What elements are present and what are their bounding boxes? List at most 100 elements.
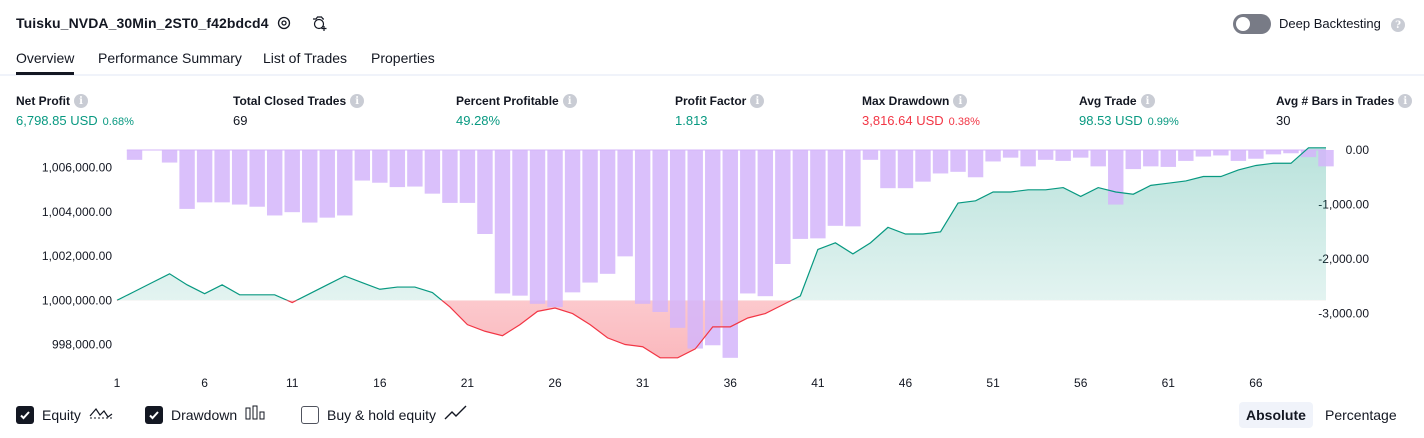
drawdown-bar	[669, 150, 686, 328]
drawdown-bar	[1265, 150, 1282, 155]
equity-line-profit	[116, 147, 1326, 301]
x-tick-label: 6	[201, 376, 208, 390]
drawdown-bar	[266, 150, 283, 216]
drawdown-checkbox[interactable]	[145, 405, 163, 424]
drawdown-bar	[915, 150, 931, 182]
metric-profit-factor: Profit Factor i 1.813	[675, 94, 765, 128]
drawdown-bar	[1055, 150, 1071, 161]
absolute-button[interactable]: Absolute	[1239, 402, 1313, 428]
metric-value: 1.813	[675, 113, 708, 128]
drawdown-bar	[196, 150, 213, 203]
camera-plus-icon[interactable]	[310, 14, 328, 32]
info-icon[interactable]: i	[74, 94, 88, 108]
drawdown-bar	[459, 150, 476, 203]
drawdown-bar	[1230, 150, 1247, 161]
info-icon[interactable]: i	[350, 94, 365, 108]
drawdown-bar	[1283, 150, 1299, 154]
tab-overview[interactable]: Overview	[16, 50, 75, 75]
drawdown-bar	[337, 150, 353, 216]
drawdown-bar	[477, 150, 493, 234]
legend-buy-hold[interactable]: Buy & hold equity	[301, 404, 468, 425]
info-icon[interactable]: i	[953, 94, 968, 108]
metric-net-profit: Net Profit i 6,798.85 USD 0.68%	[16, 94, 134, 128]
drawdown-bar	[599, 150, 616, 274]
drawdown-bar	[179, 150, 195, 209]
drawdown-bar	[1318, 150, 1334, 167]
x-tick-label: 66	[1249, 376, 1263, 390]
tab-properties[interactable]: Properties	[371, 50, 435, 66]
drawdown-bar	[389, 150, 406, 188]
metric-label: Profit Factor	[675, 94, 747, 108]
info-icon[interactable]: i	[1140, 94, 1155, 108]
x-tick-label: 1	[114, 376, 121, 390]
drawdown-bar	[126, 150, 143, 160]
info-icon[interactable]: i	[562, 94, 577, 108]
equity-chart: 1,006,000.00 1,004,000.00 1,002,000.00 1,00…	[42, 143, 1369, 390]
drawdown-bar	[810, 150, 826, 239]
tab-list-of-trades[interactable]: List of Trades	[263, 50, 348, 66]
gear-icon[interactable]	[276, 15, 292, 31]
deep-backtesting-toggle[interactable]	[1233, 14, 1271, 34]
drawdown-bar	[302, 150, 318, 223]
y-left-tick-label: 998,000.00	[52, 338, 112, 352]
percentage-button[interactable]: Percentage	[1325, 407, 1397, 423]
legend-equity[interactable]: Equity	[16, 404, 113, 425]
tab-bar: Overview Performance Summary List of Tra…	[0, 46, 1424, 76]
strategy-title: Tuisku_NVDA_30Min_2ST0_f42bdcd4	[16, 15, 269, 31]
drawdown-bar	[722, 150, 738, 358]
drawdown-bar	[775, 150, 791, 264]
x-tick-label: 51	[986, 376, 1000, 390]
y-left-tick-label: 1,000,000.00	[42, 293, 112, 307]
metric-percent: 0.99%	[1147, 116, 1179, 128]
drawdown-bar	[249, 150, 265, 207]
y-left-tick-label: 1,004,000.00	[42, 205, 112, 219]
y-left-tick-label: 1,002,000.00	[42, 249, 112, 263]
drawdown-bar	[547, 150, 563, 308]
x-tick-label: 36	[724, 376, 738, 390]
legend-drawdown[interactable]: Drawdown	[145, 404, 267, 425]
buy-hold-line-icon	[444, 404, 468, 425]
buy-hold-label: Buy & hold equity	[327, 406, 436, 423]
drawdown-bar	[1020, 150, 1036, 167]
drawdown-bar	[161, 150, 178, 163]
drawdown-bar	[792, 150, 809, 239]
metric-percent-profitable: Percent Profitable i 49.28%	[456, 94, 577, 128]
drawdown-bar	[1195, 150, 1212, 157]
drawdown-bar	[407, 150, 423, 187]
equity-line-loss	[116, 300, 793, 359]
drawdown-bar	[1160, 150, 1177, 167]
drawdown-bar	[442, 150, 458, 203]
info-icon[interactable]: i	[750, 94, 765, 108]
drawdown-bar	[827, 150, 844, 226]
deep-backtesting-label: Deep Backtesting	[1279, 16, 1381, 31]
drawdown-bar	[634, 150, 651, 304]
equity-checkbox[interactable]	[16, 405, 34, 424]
drawdown-bar	[1213, 150, 1229, 156]
info-icon[interactable]: i	[1398, 94, 1413, 108]
drawdown-bar	[652, 150, 668, 312]
drawdown-bar	[967, 150, 984, 178]
drawdown-bar	[687, 150, 703, 349]
metric-label: Avg # Bars in Trades	[1276, 94, 1395, 108]
drawdown-bar	[932, 150, 949, 174]
drawdown-bar	[1300, 150, 1317, 158]
help-icon[interactable]: ?	[1391, 18, 1405, 32]
metric-percent: 0.38%	[948, 116, 980, 128]
metric-value: 98.53 USD	[1079, 113, 1143, 128]
metric-percent: 0.68%	[102, 116, 134, 128]
x-tick-label: 11	[286, 376, 299, 390]
metric-max-drawdown: Max Drawdown i 3,816.64 USD 0.38%	[862, 94, 980, 128]
buy-hold-checkbox[interactable]	[301, 405, 319, 424]
drawdown-bar	[1002, 150, 1019, 158]
drawdown-bar	[617, 150, 633, 257]
drawdown-bar	[582, 150, 598, 283]
drawdown-bar	[512, 150, 528, 296]
metric-value: 69	[233, 113, 248, 128]
drawdown-bar	[231, 150, 248, 205]
drawdown-bar	[880, 150, 896, 189]
tab-performance-summary[interactable]: Performance Summary	[98, 50, 242, 66]
metric-total-closed-trades: Total Closed Trades i 69	[233, 94, 365, 128]
drawdown-bar	[845, 150, 861, 227]
drawdown-bar	[862, 150, 879, 160]
drawdown-label: Drawdown	[171, 406, 238, 423]
